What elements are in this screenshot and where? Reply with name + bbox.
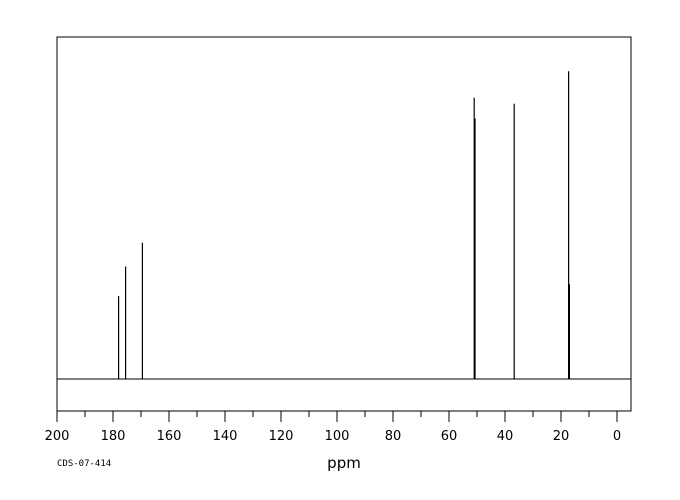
- spectrum-code-label: CDS-07-414: [57, 459, 111, 469]
- x-tick-label-40: 40: [497, 429, 514, 444]
- x-tick-label-0: 0: [613, 429, 621, 444]
- x-tick-label-100: 100: [325, 429, 350, 444]
- x-tick-label-60: 60: [441, 429, 458, 444]
- x-tick-label-20: 20: [553, 429, 570, 444]
- x-tick-label-140: 140: [213, 429, 238, 444]
- x-tick-label-120: 120: [269, 429, 294, 444]
- x-axis-title: ppm: [327, 454, 361, 472]
- plot-frame: [56, 36, 632, 412]
- x-tick-label-80: 80: [385, 429, 402, 444]
- x-tick-label-200: 200: [45, 429, 70, 444]
- x-tick-label-180: 180: [101, 429, 126, 444]
- x-tick-label-160: 160: [157, 429, 182, 444]
- x-axis-tick-labels: 200 180 160 140 120 100 80 60 40 20 0: [45, 429, 622, 444]
- spectrum-peaks: [117, 71, 571, 379]
- x-axis-ticks: [56, 411, 618, 422]
